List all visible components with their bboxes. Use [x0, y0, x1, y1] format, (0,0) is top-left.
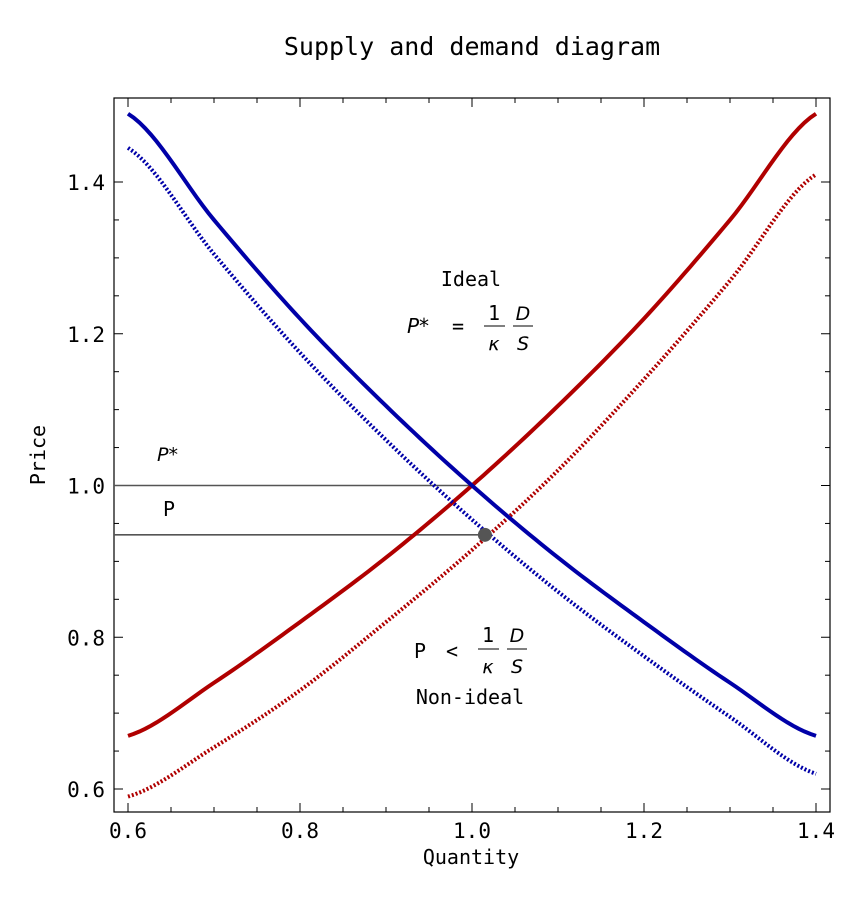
supply-dotted-curve: [127, 172, 818, 799]
ideal-ds-den: S: [517, 333, 529, 355]
x-tick-label: 1.0: [453, 819, 491, 843]
x-tick-label: 0.8: [281, 819, 319, 843]
ideal-ds-num: D: [516, 303, 531, 325]
pstar-label: P*: [157, 444, 178, 466]
nonideal-relation: <: [446, 639, 458, 663]
y-tick-labels: 0.6 0.8 1.0 1.2 1.4: [67, 171, 105, 802]
demand-dotted-curve: [126, 146, 817, 776]
equilibrium-point-layer: [477, 527, 492, 542]
supply-solid-curve: [127, 112, 818, 738]
ideal-lhs: P*: [407, 314, 429, 338]
nonideal-frac-num: 1: [482, 623, 494, 647]
x-tick-labels: 0.6 0.8 1.0 1.2 1.4: [109, 819, 835, 843]
y-tick-label: 1.4: [67, 171, 105, 195]
equilibrium-point: [477, 527, 492, 542]
axis-ticks: [114, 98, 830, 812]
x-axis-label: Quantity: [423, 845, 519, 869]
ideal-relation: =: [452, 314, 464, 338]
ideal-frac-num: 1: [488, 301, 500, 325]
chart-title: Supply and demand diagram: [284, 32, 660, 61]
y-tick-label: 1.2: [67, 323, 105, 347]
ideal-frac-den: κ: [488, 333, 500, 355]
x-tick-label: 1.2: [625, 819, 663, 843]
reference-lines: [114, 484, 485, 536]
y-tick-label: 0.6: [67, 778, 105, 802]
nonideal-title: Non-ideal: [416, 685, 524, 709]
y-axis-label: Price: [26, 425, 50, 485]
y-tick-label: 0.8: [67, 626, 105, 650]
series-group: [126, 112, 818, 799]
ideal-title: Ideal: [441, 267, 501, 291]
x-tick-label: 0.6: [109, 819, 147, 843]
nonideal-ds-num: D: [510, 625, 525, 647]
nonideal-frac-den: κ: [482, 656, 494, 678]
demand-solid-curve: [126, 112, 817, 738]
nonideal-lhs: P: [414, 639, 426, 663]
p-label: P: [163, 497, 175, 521]
nonideal-ds-den: S: [511, 656, 523, 678]
y-tick-label: 1.0: [67, 475, 105, 499]
x-tick-label: 1.4: [797, 819, 835, 843]
